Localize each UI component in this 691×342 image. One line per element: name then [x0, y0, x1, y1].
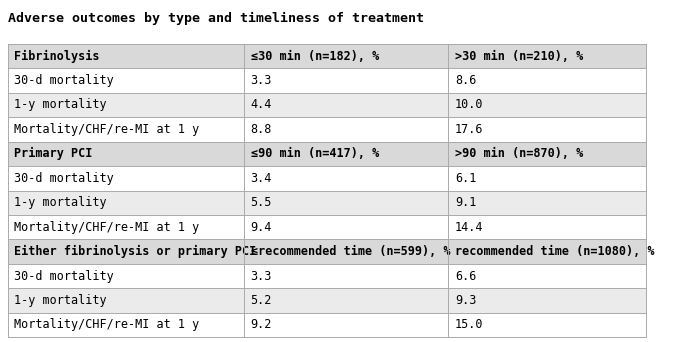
Text: 6.6: 6.6: [455, 269, 476, 282]
Bar: [244, 93, 448, 117]
Text: 30-d mortality: 30-d mortality: [15, 172, 114, 185]
Bar: [448, 239, 646, 264]
Bar: [244, 264, 448, 288]
Bar: [244, 190, 448, 215]
Bar: [448, 44, 646, 68]
Text: 4.4: 4.4: [251, 98, 272, 111]
Text: Adverse outcomes by type and timeliness of treatment: Adverse outcomes by type and timeliness …: [8, 12, 424, 25]
Text: Mortality/CHF/re-MI at 1 y: Mortality/CHF/re-MI at 1 y: [15, 318, 200, 331]
Text: 14.4: 14.4: [455, 221, 484, 234]
Bar: [8, 264, 244, 288]
Text: 6.1: 6.1: [455, 172, 476, 185]
Bar: [8, 44, 244, 68]
Text: 9.4: 9.4: [251, 221, 272, 234]
Text: 3.4: 3.4: [251, 172, 272, 185]
Bar: [244, 166, 448, 190]
Text: ≤30 min (n=182), %: ≤30 min (n=182), %: [251, 50, 379, 63]
Text: 15.0: 15.0: [455, 318, 484, 331]
Bar: [448, 288, 646, 313]
Text: ≤90 min (n=417), %: ≤90 min (n=417), %: [251, 147, 379, 160]
Text: Primary PCI: Primary PCI: [15, 147, 93, 160]
Bar: [8, 239, 244, 264]
Text: 5.5: 5.5: [251, 196, 272, 209]
Bar: [448, 142, 646, 166]
Bar: [448, 313, 646, 337]
Text: 30-d mortality: 30-d mortality: [15, 74, 114, 87]
Bar: [8, 215, 244, 239]
Bar: [448, 93, 646, 117]
Bar: [244, 313, 448, 337]
Text: 3.3: 3.3: [251, 269, 272, 282]
Bar: [8, 166, 244, 190]
Bar: [244, 215, 448, 239]
Bar: [8, 68, 244, 93]
Text: 8.8: 8.8: [251, 123, 272, 136]
Text: 1-y mortality: 1-y mortality: [15, 196, 107, 209]
Bar: [448, 264, 646, 288]
Text: recommended time (n=1080), %: recommended time (n=1080), %: [455, 245, 654, 258]
Text: Either fibrinolysis or primary PCI: Either fibrinolysis or primary PCI: [15, 245, 256, 258]
Bar: [448, 117, 646, 142]
Text: 9.3: 9.3: [455, 294, 476, 307]
Text: 10.0: 10.0: [455, 98, 484, 111]
Bar: [8, 117, 244, 142]
Text: 5.2: 5.2: [251, 294, 272, 307]
Bar: [244, 239, 448, 264]
Text: >30 min (n=210), %: >30 min (n=210), %: [455, 50, 583, 63]
Text: Fibrinolysis: Fibrinolysis: [15, 50, 100, 63]
Bar: [8, 190, 244, 215]
Bar: [8, 313, 244, 337]
Text: 1-y mortality: 1-y mortality: [15, 98, 107, 111]
Text: 9.2: 9.2: [251, 318, 272, 331]
Text: 1-y mortality: 1-y mortality: [15, 294, 107, 307]
Bar: [244, 117, 448, 142]
Bar: [244, 44, 448, 68]
Text: Mortality/CHF/re-MI at 1 y: Mortality/CHF/re-MI at 1 y: [15, 123, 200, 136]
Bar: [448, 190, 646, 215]
Bar: [448, 166, 646, 190]
Bar: [448, 68, 646, 93]
Bar: [8, 142, 244, 166]
Text: 8.6: 8.6: [455, 74, 476, 87]
Bar: [244, 142, 448, 166]
Text: 17.6: 17.6: [455, 123, 484, 136]
Text: 9.1: 9.1: [455, 196, 476, 209]
Text: 30-d mortality: 30-d mortality: [15, 269, 114, 282]
Text: 3.3: 3.3: [251, 74, 272, 87]
Text: ≤recommended time (n=599), %: ≤recommended time (n=599), %: [251, 245, 450, 258]
Bar: [8, 288, 244, 313]
Bar: [448, 215, 646, 239]
Bar: [8, 93, 244, 117]
Bar: [244, 288, 448, 313]
Text: Mortality/CHF/re-MI at 1 y: Mortality/CHF/re-MI at 1 y: [15, 221, 200, 234]
Text: >90 min (n=870), %: >90 min (n=870), %: [455, 147, 583, 160]
Bar: [244, 68, 448, 93]
